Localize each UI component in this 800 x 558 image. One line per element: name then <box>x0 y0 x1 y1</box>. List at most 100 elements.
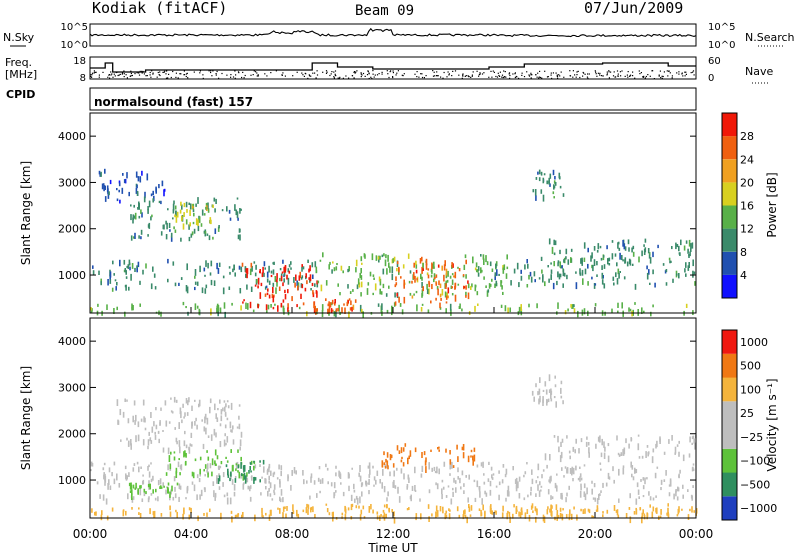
vel-cell <box>695 508 698 514</box>
nave-point <box>237 71 240 73</box>
vel-cell <box>635 469 638 474</box>
vel-cell <box>249 496 252 502</box>
power-cell <box>119 199 121 204</box>
vel-cell <box>642 477 645 481</box>
vel-cell <box>111 472 113 477</box>
vel-cell <box>423 451 426 456</box>
nave-point <box>152 72 154 74</box>
vel-cell <box>383 451 385 456</box>
vel-cell <box>232 439 235 445</box>
power-cell <box>134 232 136 239</box>
vel-cell <box>472 459 474 466</box>
power-cell <box>648 252 651 256</box>
vel-cell <box>193 484 196 492</box>
vel-cell <box>470 449 473 453</box>
nave-point <box>642 76 644 78</box>
power-cell <box>141 212 143 218</box>
power-cell <box>140 229 143 235</box>
freq-right-tick-bottom: 0 <box>708 73 714 84</box>
vel-cell <box>153 421 155 427</box>
power-cell <box>489 261 492 267</box>
power-cell <box>617 268 620 275</box>
power-cell <box>581 269 584 276</box>
power-cell <box>477 269 479 273</box>
power-cell <box>348 311 350 318</box>
vel-cell <box>508 491 510 497</box>
vel-cell <box>449 464 451 470</box>
power-cell <box>138 215 141 219</box>
power-cell <box>192 221 195 225</box>
vel-cell <box>163 485 165 488</box>
vel-cell <box>601 438 603 446</box>
nave-point <box>129 75 131 77</box>
vel-cell <box>561 492 563 496</box>
power-cell <box>181 217 183 220</box>
power-cell <box>301 266 303 272</box>
vel-cell <box>482 504 484 511</box>
vel-cell <box>160 486 163 489</box>
nave-point <box>440 76 442 78</box>
vel-cell <box>476 480 479 488</box>
vel-cell <box>318 466 321 470</box>
power-cell <box>131 303 133 309</box>
vel-cell <box>184 412 186 417</box>
power-cell <box>637 309 639 316</box>
power-colorbar-tick: 4 <box>740 269 747 282</box>
vel-cell <box>677 487 680 492</box>
power-y-label: Slant Range [km] <box>19 161 33 265</box>
vel-cell <box>667 513 670 518</box>
power-cell <box>491 268 494 272</box>
power-cell <box>532 189 535 193</box>
power-cell <box>572 304 574 309</box>
nave-point <box>503 76 505 78</box>
power-cell <box>311 282 314 287</box>
x-tick-label: 16:00 <box>477 527 512 541</box>
power-cell <box>691 242 694 249</box>
vel-cell <box>149 483 151 490</box>
power-cell <box>134 215 136 219</box>
power-cell <box>136 184 138 189</box>
nave-point <box>512 73 514 75</box>
power-cell <box>433 266 435 269</box>
power-cell <box>562 193 565 197</box>
vel-cell <box>211 471 213 477</box>
vel-cell <box>135 414 137 422</box>
vel-cell <box>603 452 606 459</box>
vel-cell <box>190 432 193 438</box>
power-cell <box>495 263 497 269</box>
vel-cell <box>184 450 186 457</box>
vel-cell <box>457 476 459 480</box>
vel-cell <box>598 493 600 500</box>
nave-point <box>329 74 331 77</box>
vel-cell <box>238 423 241 430</box>
power-cell <box>451 273 454 276</box>
power-cell <box>687 248 689 254</box>
power-cell <box>371 253 374 261</box>
vel-cell <box>523 474 525 478</box>
vel-cell <box>127 418 130 424</box>
nave-point <box>308 74 310 76</box>
power-cell <box>140 209 142 214</box>
vel-cell <box>130 482 132 487</box>
power-cell <box>451 293 454 296</box>
nave-point <box>572 70 574 72</box>
nave-point <box>115 71 117 74</box>
vel-cell <box>273 489 275 493</box>
power-cell <box>445 301 448 304</box>
vel-cell <box>454 480 457 484</box>
nave-point <box>678 73 680 75</box>
power-cell <box>290 261 292 265</box>
vel-cell <box>466 516 468 524</box>
power-cell <box>553 239 555 246</box>
nave-point <box>110 74 112 76</box>
nave-point <box>392 70 394 72</box>
vel-cell <box>217 408 219 411</box>
power-cell <box>186 286 189 294</box>
vel-cell <box>236 461 239 465</box>
power-cell <box>445 308 447 314</box>
vel-cell <box>194 421 196 426</box>
power-cell <box>394 284 397 288</box>
power-cell <box>335 310 337 318</box>
power-cell <box>411 295 414 299</box>
nave-point <box>599 74 601 76</box>
